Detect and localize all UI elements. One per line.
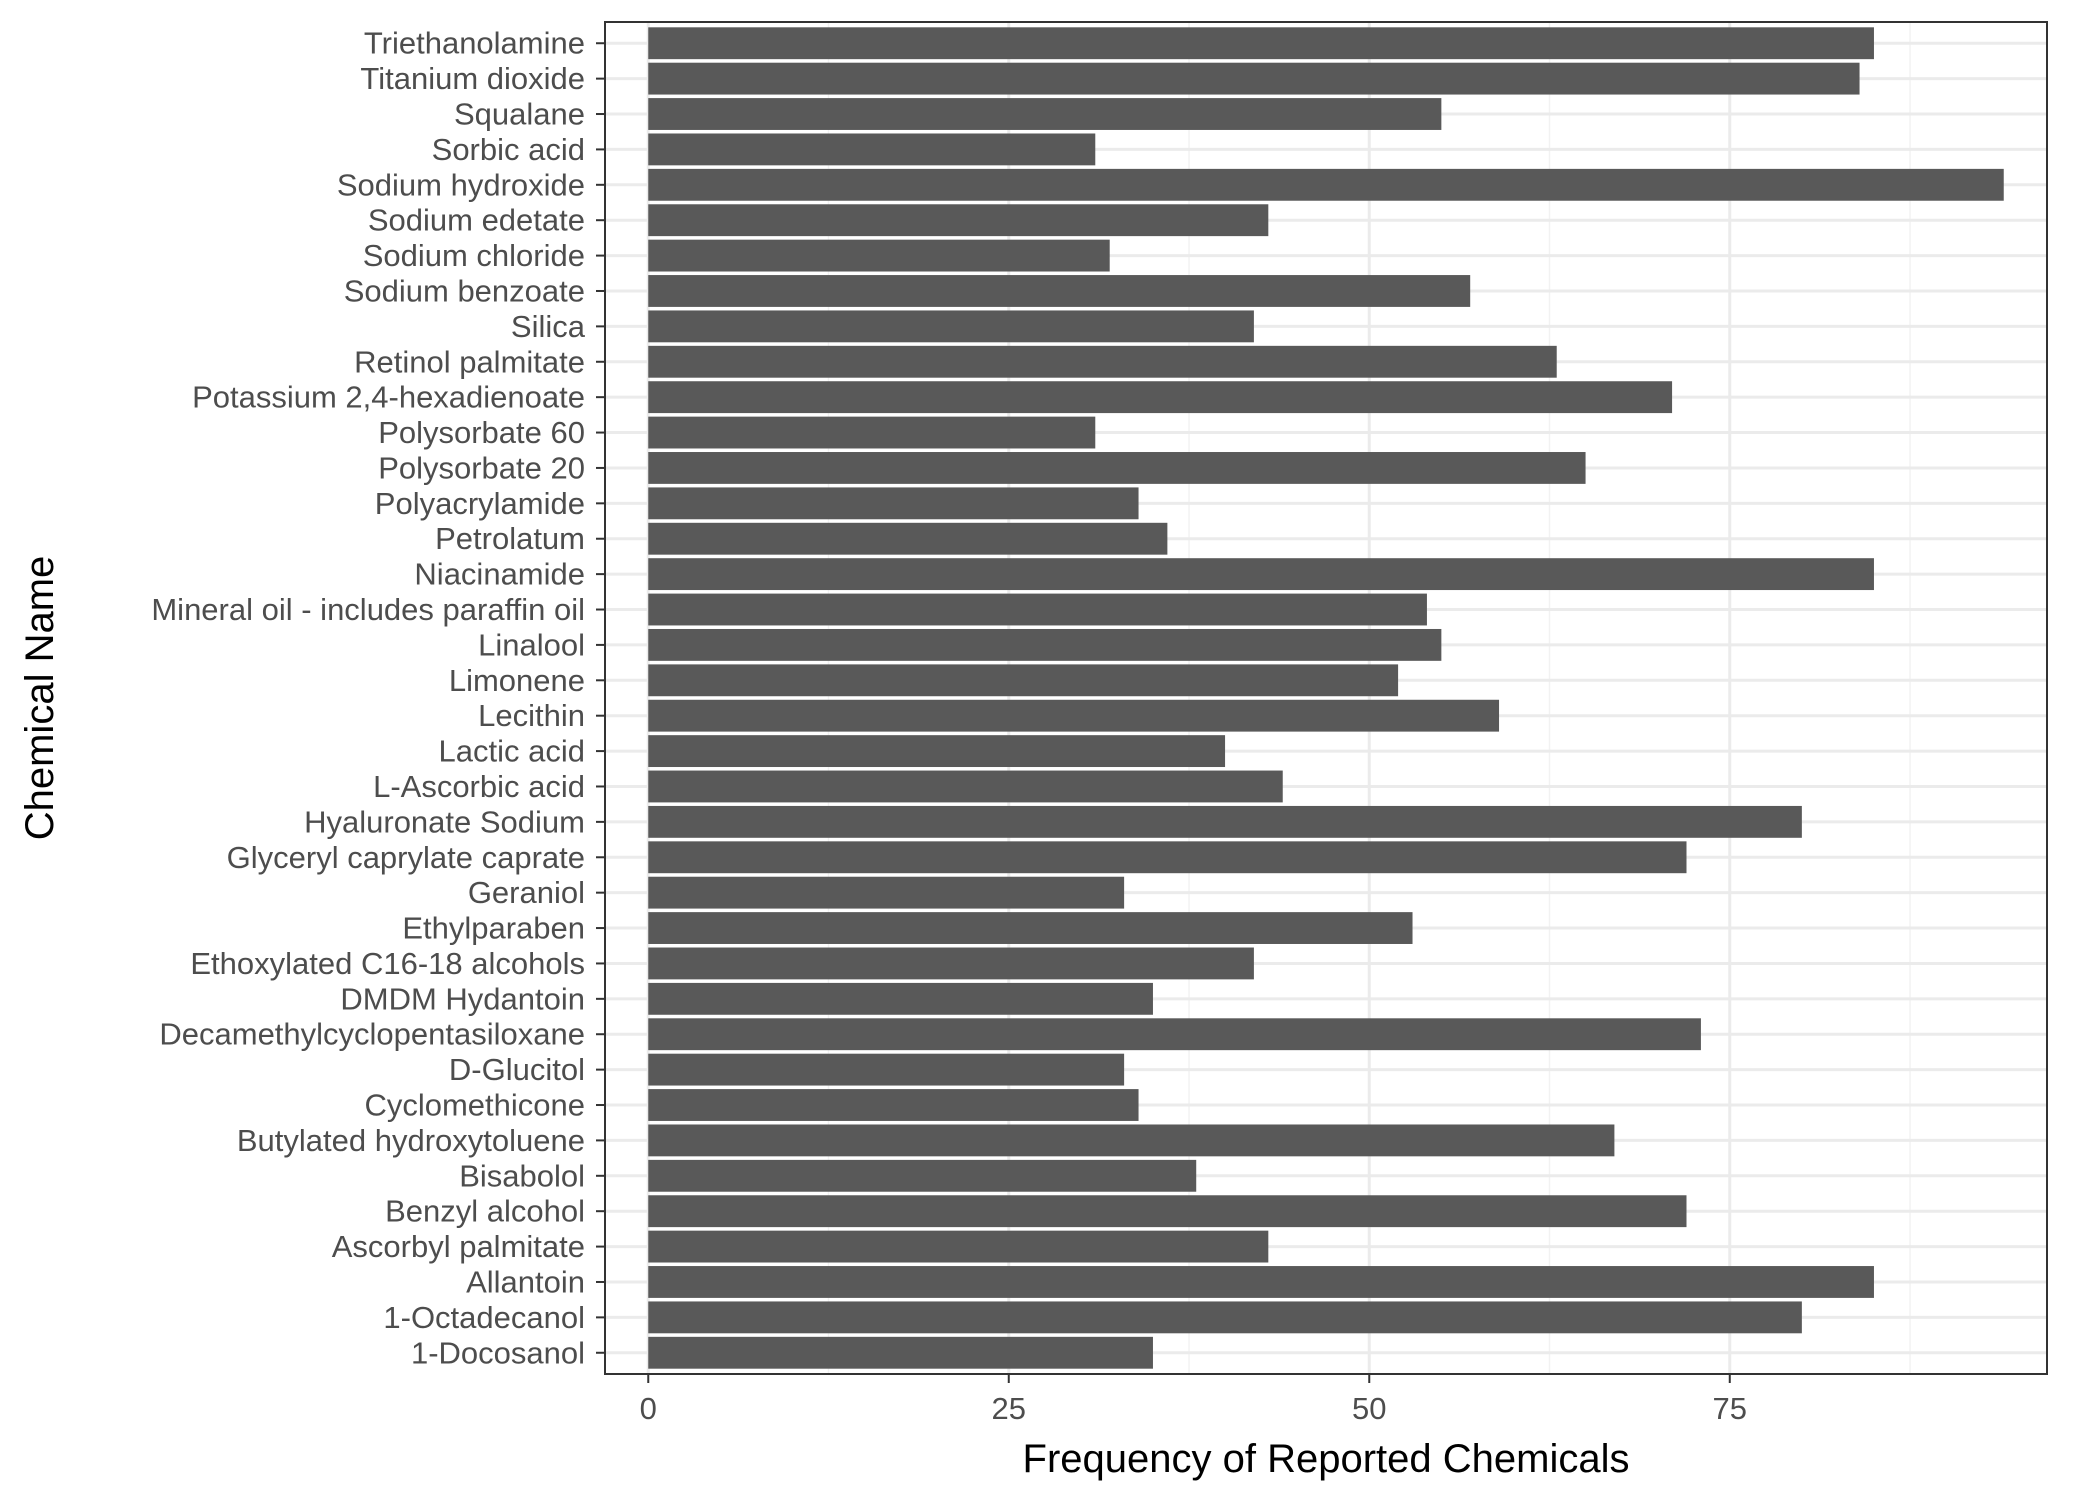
y-tick-label: L-Ascorbic acid: [373, 769, 585, 804]
bar: [648, 593, 1427, 626]
y-tick-label: DMDM Hydantoin: [340, 981, 585, 1016]
bar: [648, 275, 1471, 307]
y-tick-label: Butylated hydroxytoluene: [237, 1123, 585, 1158]
y-tick-label: Limonene: [449, 663, 585, 698]
y-tick-label: 1-Octadecanol: [383, 1300, 585, 1335]
y-tick-label: 1-Docosanol: [411, 1335, 585, 1370]
y-tick-label: Mineral oil - includes paraffin oil: [151, 592, 585, 627]
y-tick-label: Sorbic acid: [432, 132, 585, 167]
y-tick-label: Silica: [511, 309, 586, 344]
y-tick-label: Potassium 2,4-hexadienoate: [192, 380, 585, 415]
y-tick-label: Triethanolamine: [364, 26, 585, 61]
y-tick-label: Polysorbate 60: [378, 415, 585, 450]
x-tick-label: 75: [1713, 1391, 1747, 1426]
y-tick-label: Bisabolol: [459, 1158, 585, 1193]
bar: [648, 1124, 1615, 1157]
bar: [648, 98, 1442, 130]
x-tick-label: 50: [1352, 1391, 1386, 1426]
y-tick-label: Sodium benzoate: [344, 273, 585, 308]
y-tick-label: Allantoin: [466, 1264, 585, 1299]
y-tick-label: Polysorbate 20: [378, 450, 585, 485]
y-tick-label: Ascorbyl palmitate: [332, 1229, 585, 1264]
bar: [648, 133, 1096, 166]
y-tick-label: Sodium chloride: [363, 238, 585, 273]
y-tick-label: Linalool: [478, 627, 585, 662]
bar: [648, 345, 1557, 378]
bar: [648, 452, 1586, 484]
bar: [648, 664, 1399, 697]
y-tick-label: Geraniol: [468, 875, 585, 910]
y-tick-label: Sodium hydroxide: [337, 167, 585, 202]
y-tick-label: Cyclomethicone: [364, 1088, 585, 1123]
bar: [648, 239, 1110, 272]
bar: [648, 1336, 1153, 1369]
axes: 0 25 50 75 1-Docosanol1-OctadecanolAllantoin…: [151, 26, 1747, 1426]
bar: [648, 1230, 1269, 1263]
x-tick-label: 25: [992, 1391, 1026, 1426]
y-tick-label: Ethylparaben: [402, 911, 585, 946]
bars: [648, 27, 2004, 1369]
bar: [648, 62, 1860, 95]
bar: [648, 487, 1139, 520]
bar: [648, 699, 1500, 732]
y-tick-label: Polyacrylamide: [375, 486, 585, 521]
bar: [648, 912, 1413, 944]
y-tick-label: Sodium edetate: [368, 203, 585, 238]
x-axis-title: Frequency of Reported Chemicals: [1023, 1437, 1630, 1481]
bar: [648, 841, 1687, 874]
bar: [648, 1089, 1139, 1121]
bar: [648, 204, 1269, 237]
bar: [648, 168, 2004, 201]
bar: [648, 1053, 1125, 1086]
bar: [648, 1018, 1701, 1051]
bar: [648, 1301, 1802, 1334]
bar: [648, 876, 1125, 909]
bar: [648, 1195, 1687, 1228]
y-tick-label: Titanium dioxide: [360, 61, 585, 96]
bar: [648, 416, 1096, 449]
y-tick-label: Ethoxylated C16-18 alcohols: [190, 946, 585, 981]
x-tick-label: 0: [640, 1391, 657, 1426]
y-tick-label: Retinol palmitate: [354, 344, 585, 379]
y-tick-label: Glyceryl caprylate caprate: [227, 840, 585, 875]
bar: [648, 381, 1673, 414]
bar: [648, 1266, 1874, 1298]
y-tick-label: Niacinamide: [414, 557, 585, 592]
bar: [648, 982, 1153, 1015]
bar: [648, 310, 1254, 343]
y-tick-label: Benzyl alcohol: [385, 1194, 585, 1229]
y-tick-label: Squalane: [454, 97, 585, 132]
y-tick-label: Decamethylcyclopentasiloxane: [159, 1017, 585, 1052]
bar: [648, 522, 1168, 555]
y-tick-label: Lactic acid: [439, 734, 585, 769]
bar: [648, 770, 1283, 803]
bar: [648, 558, 1874, 591]
bar: [648, 735, 1226, 768]
bar: [648, 628, 1442, 661]
bar: [648, 805, 1802, 838]
plot-panel-border: [604, 21, 2048, 1375]
y-tick-label: D-Glucitol: [449, 1052, 585, 1087]
y-tick-label: Lecithin: [478, 698, 585, 733]
y-tick-label: Petrolatum: [435, 521, 585, 556]
y-tick-label: Hyaluronate Sodium: [304, 804, 585, 839]
bar: [648, 947, 1254, 980]
bar: [648, 1159, 1197, 1192]
bar: [648, 27, 1874, 60]
y-axis-title: Chemical Name: [18, 556, 62, 841]
